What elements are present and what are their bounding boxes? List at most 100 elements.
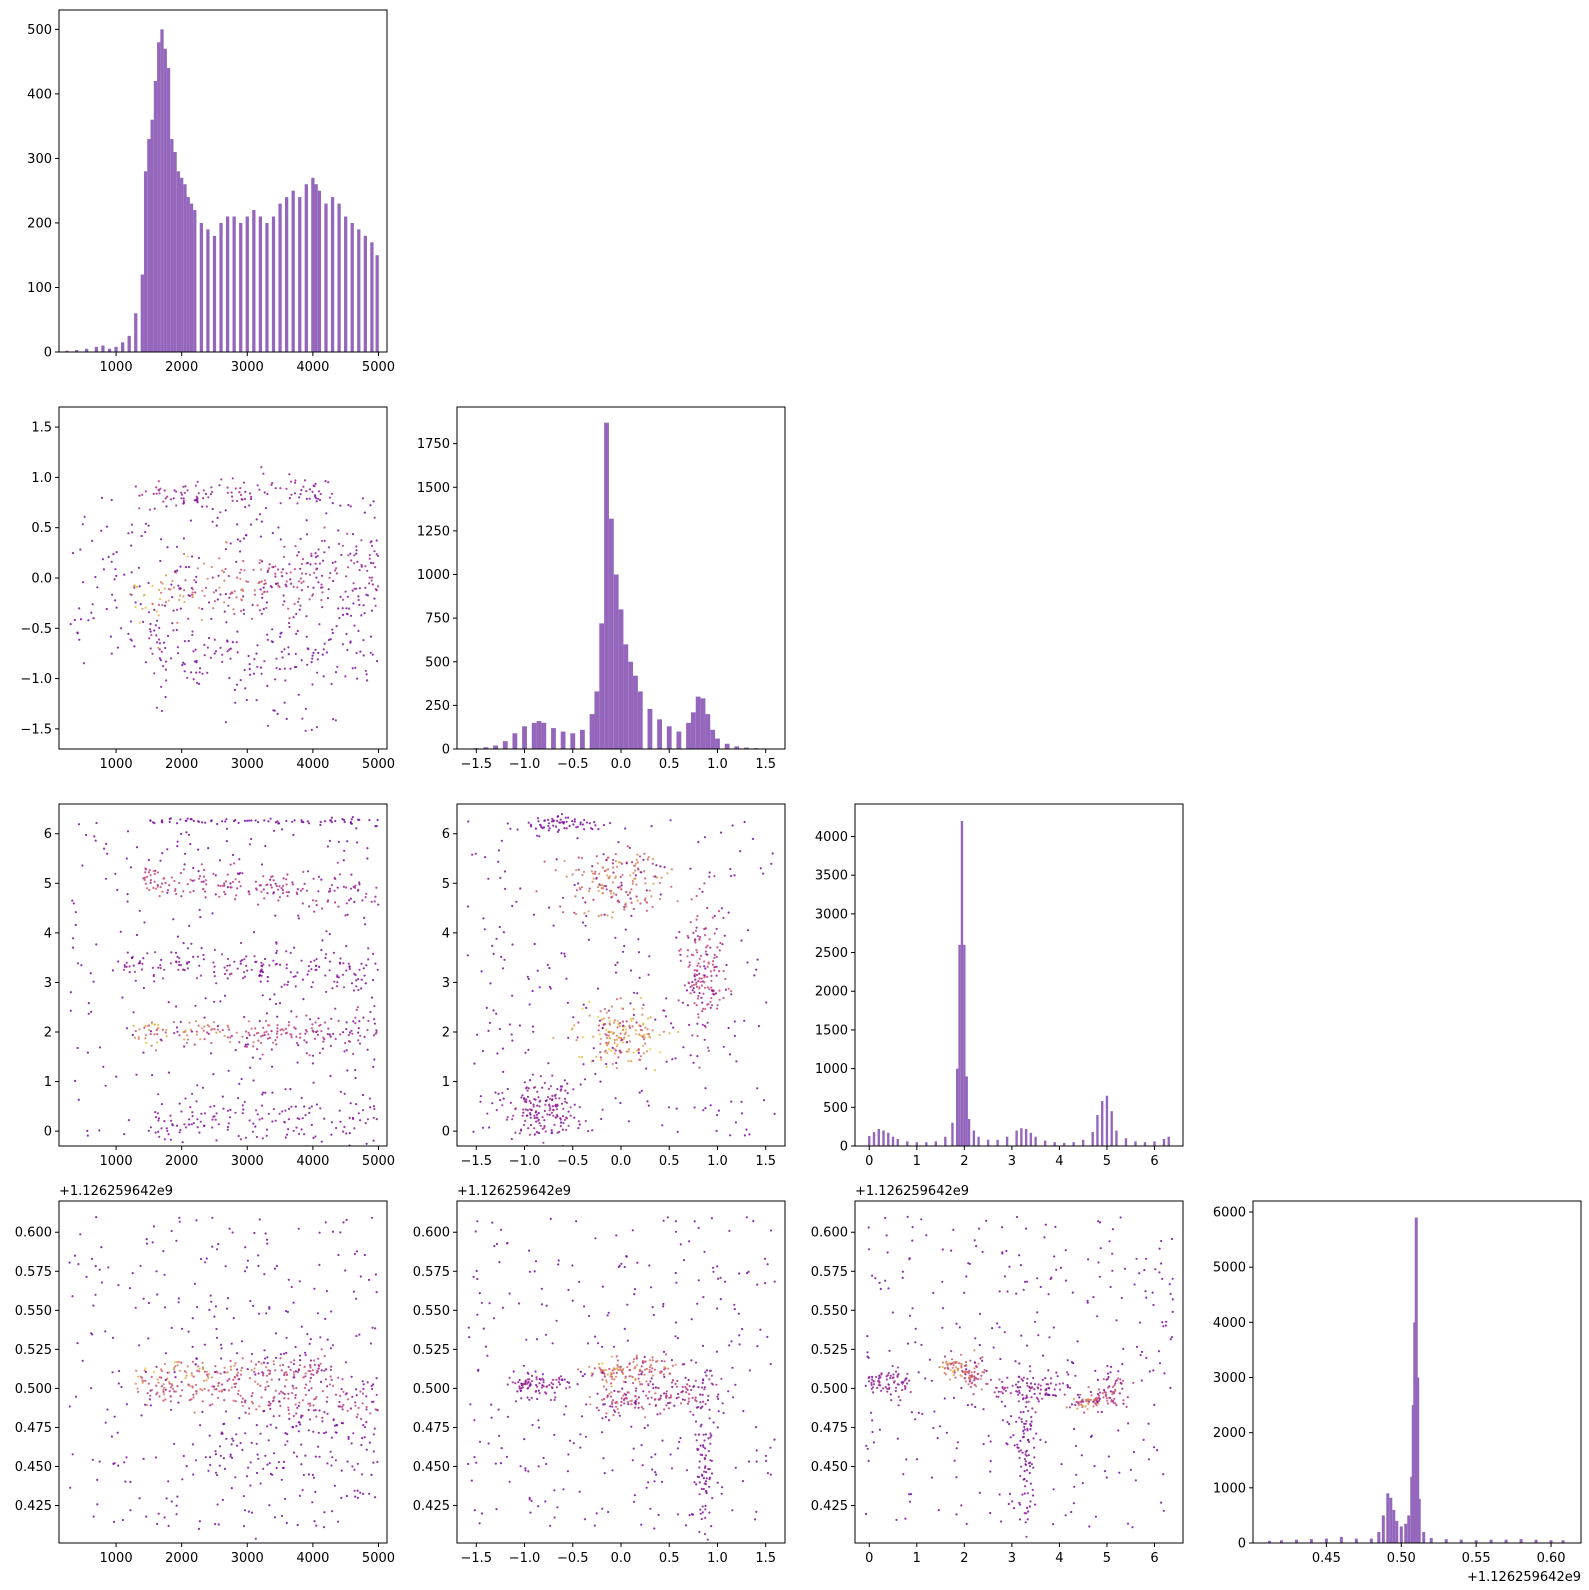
- scatter-point: [150, 633, 153, 637]
- scatter-point: [1087, 1402, 1090, 1405]
- scatter-point: [975, 1385, 978, 1388]
- scatter-point: [968, 1376, 971, 1379]
- scatter-point: [300, 959, 303, 962]
- scatter-point: [193, 499, 196, 502]
- scatter-point: [604, 884, 607, 887]
- scatter-point: [607, 1419, 611, 1422]
- scatter-point: [209, 1456, 212, 1459]
- scatter-point: [534, 827, 538, 830]
- scatter-point: [261, 593, 264, 596]
- scatter-point: [350, 873, 353, 876]
- scatter-point: [722, 1045, 725, 1048]
- scatter-point: [350, 559, 353, 562]
- scatter-point: [699, 980, 702, 984]
- scatter-point: [155, 1365, 158, 1368]
- scatter-point: [261, 965, 264, 968]
- scatter-point: [172, 1387, 175, 1390]
- scatter-point: [606, 1314, 609, 1317]
- scatter-point: [176, 955, 179, 958]
- x-tick-label: 3000: [231, 1154, 264, 1169]
- scatter-point: [143, 1026, 146, 1029]
- scatter-point: [248, 819, 251, 822]
- scatter-point: [144, 1403, 147, 1406]
- scatter-point: [727, 1026, 730, 1030]
- scatter-point: [572, 1442, 575, 1445]
- scatter-point: [299, 1036, 302, 1039]
- scatter-point: [251, 1402, 255, 1405]
- scatter-point: [263, 579, 267, 582]
- scatter-point: [221, 569, 224, 572]
- scatter-point: [756, 1345, 759, 1348]
- scatter-point: [266, 684, 269, 688]
- scatter-point: [169, 588, 172, 591]
- scatter-point: [279, 1404, 282, 1407]
- scatter-point: [322, 1036, 325, 1039]
- scatter-point: [202, 562, 205, 565]
- scatter-point: [598, 1033, 601, 1036]
- scatter-point: [1065, 1406, 1068, 1409]
- scatter-point: [183, 670, 186, 673]
- scatter-point: [158, 1395, 161, 1398]
- x-tick-label: 4000: [296, 757, 329, 772]
- scatter-point: [691, 989, 694, 992]
- scatter-point: [250, 1511, 254, 1514]
- scatter-point: [213, 1388, 216, 1391]
- scatter-point: [283, 1497, 287, 1500]
- scatter-point: [571, 1264, 574, 1267]
- scatter-point: [227, 1389, 230, 1392]
- scatter-point: [137, 1035, 140, 1039]
- scatter-point: [309, 563, 312, 566]
- hist-bar: [589, 714, 595, 749]
- scatter-point: [175, 545, 179, 548]
- scatter-point: [688, 1023, 691, 1026]
- scatter-point: [243, 971, 246, 974]
- scatter-point: [677, 1396, 680, 1399]
- x-tick-label: 1.0: [707, 757, 728, 772]
- scatter-point: [180, 1380, 183, 1383]
- scatter-point: [689, 1054, 692, 1057]
- scatter-point: [738, 1343, 741, 1346]
- scatter-point: [188, 1399, 191, 1402]
- scatter-point: [624, 903, 627, 906]
- scatter-point: [197, 848, 200, 851]
- scatter-point: [353, 624, 356, 627]
- scatter-point: [230, 1487, 233, 1490]
- scatter-point: [215, 1336, 219, 1339]
- scatter-point: [148, 888, 151, 892]
- scatter-point: [624, 1377, 627, 1380]
- scatter-point: [639, 1383, 642, 1386]
- scatter-point: [360, 614, 363, 617]
- scatter-point: [347, 962, 350, 965]
- scatter-point: [229, 657, 232, 660]
- scatter-point: [338, 1400, 341, 1404]
- scatter-point: [280, 1390, 283, 1393]
- scatter-point: [158, 492, 161, 495]
- scatter-point: [555, 858, 558, 861]
- scatter-point: [221, 1029, 224, 1032]
- scatter-point: [98, 1129, 101, 1132]
- scatter-point: [300, 581, 303, 585]
- scatter-point: [162, 1393, 166, 1396]
- scatter-point: [360, 1443, 363, 1447]
- scatter-point: [237, 1134, 240, 1138]
- scatter-point: [85, 1275, 88, 1278]
- scatter-point: [295, 1015, 298, 1018]
- scatter-point: [160, 650, 163, 653]
- scatter-point: [346, 648, 349, 652]
- scatter-point: [182, 1031, 185, 1034]
- scatter-point: [688, 1240, 691, 1243]
- scatter-point: [666, 872, 669, 875]
- scatter-point: [142, 1380, 145, 1383]
- scatter-point: [557, 1381, 561, 1384]
- scatter-point: [638, 1033, 641, 1036]
- scatter-point: [279, 487, 282, 490]
- scatter-point: [144, 661, 147, 664]
- scatter-point: [534, 1260, 538, 1263]
- scatter-point: [704, 1483, 707, 1486]
- scatter-point: [563, 1097, 567, 1100]
- scatter-point: [514, 1107, 517, 1110]
- scatter-point: [359, 1034, 362, 1037]
- scatter-point: [664, 1015, 668, 1018]
- scatter-point: [623, 905, 626, 909]
- scatter-point: [362, 1492, 365, 1495]
